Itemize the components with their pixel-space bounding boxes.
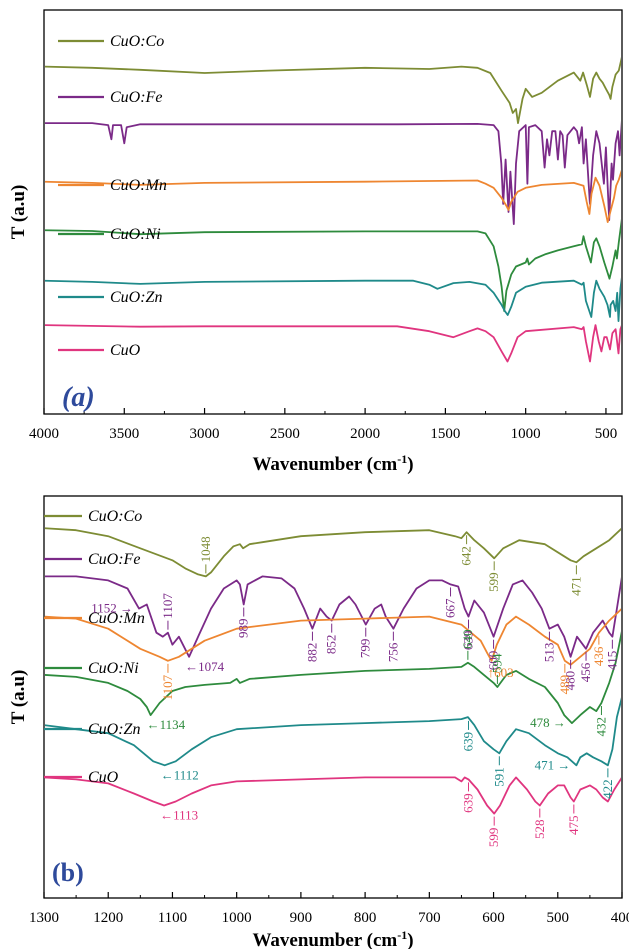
peak-annotation: 436	[591, 646, 606, 666]
peak-annotation: ↑603	[488, 665, 514, 680]
legend-label: CuO:Ni	[88, 660, 139, 677]
peak-annotation: 456	[578, 662, 593, 682]
x-tick-label: 400	[611, 910, 629, 926]
x-axis-label-end: )	[407, 454, 413, 475]
peak-annotation: 639	[461, 793, 476, 813]
x-axis-label: Wavenumber (cm-1)	[252, 452, 413, 475]
legend-label: CuO:Fe	[110, 89, 162, 106]
panel-label: (b)	[52, 858, 84, 887]
x-tick-label: 1500	[430, 426, 460, 442]
series-line-cuo-mn	[45, 608, 621, 666]
peak-annotation: 599	[486, 828, 501, 848]
peak-annotation: 513	[541, 643, 556, 663]
x-tick-label: 600	[482, 910, 505, 926]
peak-annotation: ←1134	[147, 717, 186, 732]
x-tick-label: 2500	[270, 426, 300, 442]
peak-annotation: 475	[566, 816, 581, 836]
peak-annotation: 882	[304, 643, 319, 663]
legend-label: CuO	[110, 342, 141, 359]
x-axis-label-end: )	[407, 930, 413, 949]
peak-annotation: 1107	[160, 674, 175, 700]
x-tick-label: 1300	[29, 910, 59, 926]
peak-annotation: 415	[604, 651, 619, 671]
peak-annotation: ←1074	[185, 659, 225, 674]
peak-annotation: 640	[460, 629, 475, 649]
peak-annotation: 1107	[160, 593, 175, 619]
x-tick-label: 1000	[222, 910, 252, 926]
peak-annotation: 600	[486, 651, 501, 671]
panel-a: 4000 3500 3000 2500 2000 1500 1000 500 Wavenumbe…	[8, 9, 623, 475]
peak-annotation: ←1112	[161, 767, 199, 782]
legend-label: CuO	[88, 769, 119, 786]
y-axis-label: T (a.u)	[8, 185, 29, 240]
peak-annotation: 489	[557, 675, 572, 695]
panel-label: (a)	[62, 382, 95, 413]
x-tick-label: 500	[595, 426, 618, 442]
x-tick-label: 800	[354, 910, 377, 926]
series-line-cuo-fe	[45, 575, 621, 658]
y-axis-label: T (a.u)	[8, 670, 29, 725]
peak-annotation: 422	[600, 779, 615, 799]
legend-label: CuO:Zn	[110, 289, 162, 306]
peak-annotation: 642	[459, 546, 474, 566]
peak-annotation: 639	[461, 732, 476, 752]
legend-label: CuO:Mn	[88, 610, 145, 627]
x-tick-label: 3000	[190, 426, 220, 442]
peak-annotation: 471	[568, 576, 583, 596]
peak-annotation: 989	[236, 619, 251, 639]
peak-annotation: 1048	[198, 536, 213, 562]
series-line-cuo-zn	[45, 697, 621, 767]
x-axis-label-text: Wavenumber (cm	[252, 930, 397, 949]
x-tick-label: 4000	[29, 426, 59, 442]
series-line-cuo	[45, 324, 621, 363]
peak-annotation: 471 →	[535, 757, 571, 772]
x-tick-label: 700	[418, 910, 441, 926]
peak-annotation: 594	[489, 653, 504, 673]
x-axis-label-sup: -1	[397, 452, 407, 466]
peak-annotation: 852	[324, 635, 339, 655]
legend-label: CuO:Zn	[88, 721, 140, 738]
series-line-cuo-co	[45, 56, 621, 124]
peak-annotation: 480	[563, 671, 578, 691]
peak-annotation: 478 →	[530, 715, 566, 730]
peak-annotation: 756	[385, 642, 400, 662]
series-line-cuo	[45, 776, 621, 815]
x-tick-label: 900	[290, 910, 313, 926]
x-tick-label: 500	[547, 910, 570, 926]
series-line-cuo-co	[45, 527, 621, 578]
x-axis-label-sup: -1	[397, 928, 407, 942]
x-tick-label: 2000	[350, 426, 380, 442]
x-tick-label: 1000	[511, 426, 541, 442]
x-tick-label: 1200	[93, 910, 123, 926]
series-group	[45, 56, 621, 363]
peak-annotation: 667	[443, 598, 458, 618]
plot-frame	[43, 9, 623, 415]
legend-label: CuO:Fe	[88, 551, 140, 568]
series-group	[45, 527, 621, 815]
series-line-cuo-mn	[45, 169, 621, 223]
peak-annotation: 799	[358, 639, 373, 659]
legend-label: CuO:Mn	[110, 177, 167, 194]
series-line-cuo-zn	[45, 277, 621, 322]
series-line-cuo-ni	[45, 218, 621, 312]
peak-annotation: 639	[461, 631, 476, 651]
legend-label: CuO:Co	[110, 33, 164, 50]
peak-annotation: 599	[486, 572, 501, 592]
panel-b: 1300 1200 1100 1000 900 800 700 600 500 400 Wavenu…	[8, 495, 629, 949]
peak-annotation: 591	[491, 767, 506, 787]
x-tick-label: 1100	[158, 910, 187, 926]
series-line-cuo-fe	[45, 120, 621, 225]
legend-label: CuO:Co	[88, 508, 142, 525]
series-line-cuo-ni	[45, 631, 621, 724]
peak-annotation: ←1113	[160, 808, 198, 823]
peak-annotation: 432	[593, 717, 608, 737]
x-axis-label: Wavenumber (cm-1)	[252, 928, 413, 949]
peak-annotation: 528	[532, 820, 547, 840]
x-tick-label: 3500	[109, 426, 139, 442]
legend-label: CuO:Ni	[110, 226, 161, 243]
peak-annotation: 1152 →	[91, 601, 133, 616]
x-axis-label-text: Wavenumber (cm	[252, 454, 397, 475]
